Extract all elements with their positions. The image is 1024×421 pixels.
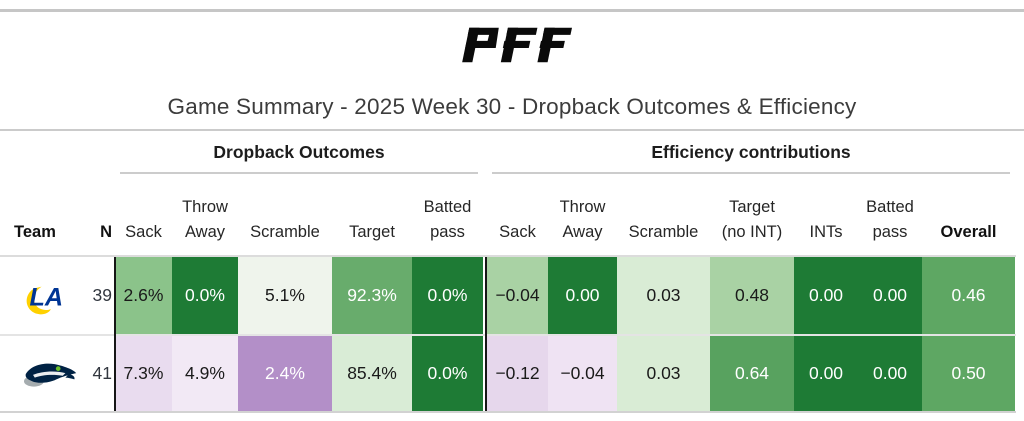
col-header-dropback-target: Target xyxy=(349,223,395,242)
col-header-eff-scramble: Scramble xyxy=(628,223,699,242)
cell-eff-throw-away: −0.04 xyxy=(548,336,617,411)
group-header-spacer xyxy=(0,131,115,181)
team-cell-seahawks xyxy=(0,336,83,411)
cell-dropback-sack: 7.3% xyxy=(115,336,172,411)
top-divider xyxy=(0,9,1024,12)
title-divider xyxy=(0,129,1024,131)
cell-dropback-target: 85.4% xyxy=(332,336,412,411)
col-header-eff-sack: Sack xyxy=(499,223,536,242)
cell-eff-throw-away: 0.00 xyxy=(548,257,617,334)
group-label-efficiency: Efficiency contributions xyxy=(651,142,851,162)
cell-eff-target-no-int: 0.64 xyxy=(710,336,794,411)
cell-dropback-scramble: 2.4% xyxy=(238,336,332,411)
n-cell: 39 xyxy=(92,285,112,305)
cell-eff-sack: −0.04 xyxy=(487,257,548,334)
cell-eff-ints: 0.00 xyxy=(794,257,858,334)
rams-logo-icon: LA xyxy=(26,283,63,314)
group-efficiency-contributions: Efficiency contributions xyxy=(487,131,1015,181)
cell-dropback-throw-away: 0.0% xyxy=(172,257,238,334)
group-black-divider xyxy=(485,257,487,411)
cell-eff-batted-pass: 0.00 xyxy=(858,257,922,334)
cell-dropback-target: 92.3% xyxy=(332,257,412,334)
col-header-eff-batted-pass: Batted pass xyxy=(866,197,914,242)
col-header-eff-ints: INTs xyxy=(809,223,843,242)
column-header-row: Team N Sack Throw Away Scramble Target B… xyxy=(0,181,1016,255)
cell-eff-ints: 0.00 xyxy=(794,336,858,411)
col-header-dropback-sack: Sack xyxy=(125,223,162,242)
cell-dropback-batted-pass: 0.0% xyxy=(412,336,483,411)
cell-eff-overall: 0.46 xyxy=(922,257,1015,334)
table-body: LA 39 2.6% 0.0% 5.1% 92.3% 0.0% −0.04 0.… xyxy=(0,257,1016,411)
group-header-row: Dropback Outcomes Efficiency contributio… xyxy=(0,131,1016,181)
col-header-eff-overall: Overall xyxy=(940,223,997,242)
group-underline-efficiency xyxy=(492,172,1010,174)
col-header-eff-throw-away: Throw Away xyxy=(559,197,606,242)
cell-eff-overall: 0.50 xyxy=(922,336,1015,411)
cell-eff-scramble: 0.03 xyxy=(617,336,710,411)
n-cell: 41 xyxy=(92,363,112,383)
group-underline-dropback xyxy=(120,172,478,174)
col-header-team: Team xyxy=(14,223,56,242)
group-dropback-outcomes: Dropback Outcomes xyxy=(115,131,483,181)
cell-dropback-scramble: 5.1% xyxy=(238,257,332,334)
col-header-dropback-batted-pass: Batted pass xyxy=(423,197,472,242)
left-black-divider xyxy=(114,257,116,411)
team-cell-rams: LA xyxy=(0,257,83,334)
seahawks-logo-icon xyxy=(24,363,77,387)
svg-text:LA: LA xyxy=(29,283,63,311)
cell-eff-sack: −0.12 xyxy=(487,336,548,411)
col-header-eff-target-no-int: Target (no INT) xyxy=(721,197,783,242)
col-header-dropback-throw-away: Throw Away xyxy=(182,197,228,242)
cell-dropback-batted-pass: 0.0% xyxy=(412,257,483,334)
bottom-divider xyxy=(0,411,1016,413)
header-body-divider xyxy=(0,255,1016,257)
col-header-n: N xyxy=(100,223,112,242)
cell-eff-batted-pass: 0.00 xyxy=(858,336,922,411)
cell-eff-scramble: 0.03 xyxy=(617,257,710,334)
cell-eff-target-no-int: 0.48 xyxy=(710,257,794,334)
summary-table: Dropback Outcomes Efficiency contributio… xyxy=(0,131,1016,413)
cell-dropback-sack: 2.6% xyxy=(115,257,172,334)
table-row-rams: LA 39 2.6% 0.0% 5.1% 92.3% 0.0% −0.04 0.… xyxy=(0,257,1016,334)
table-row-seahawks: 41 7.3% 4.9% 2.4% 85.4% 0.0% −0.12 −0.04… xyxy=(0,334,1016,411)
pff-logo xyxy=(0,26,1024,64)
page-title: Game Summary - 2025 Week 30 - Dropback O… xyxy=(167,94,857,119)
group-label-dropback: Dropback Outcomes xyxy=(213,142,385,162)
col-header-dropback-scramble: Scramble xyxy=(250,223,320,242)
pff-logo-icon xyxy=(462,27,572,63)
cell-dropback-throw-away: 4.9% xyxy=(172,336,238,411)
